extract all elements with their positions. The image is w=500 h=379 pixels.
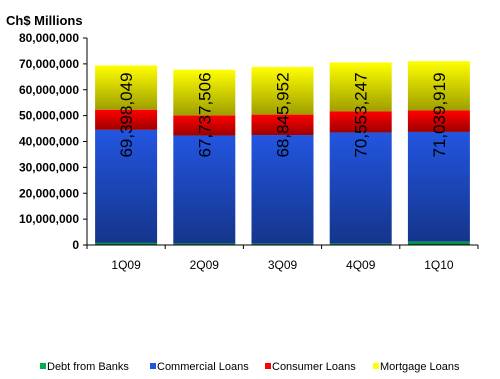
bar-segment-mortgage-loans: [173, 69, 236, 116]
bars: [95, 61, 470, 245]
x-tick-label: 1Q09: [111, 258, 141, 272]
bar-segment-commercial-loans: [407, 131, 470, 242]
bar-segment-commercial-loans: [95, 129, 158, 243]
y-tick-label: 60,000,000: [19, 83, 79, 97]
legend-label-debt-from-banks: Debt from Banks: [47, 361, 129, 373]
legend-swatch-debt-from-banks: [40, 363, 46, 369]
legend-swatch-mortgage-loans: [373, 363, 379, 369]
total-label: 71,039,919: [430, 72, 449, 157]
bar-segment-debt-from-banks: [251, 243, 314, 245]
bar-segment-consumer-loans: [95, 109, 158, 130]
bar-segment-debt-from-banks: [173, 243, 236, 245]
bar-segment-consumer-loans: [407, 110, 470, 132]
x-tick-label: 1Q10: [424, 258, 454, 272]
y-tick-label: 0: [72, 238, 79, 252]
total-label: 67,737,506: [195, 72, 214, 157]
y-tick-label: 50,000,000: [19, 109, 79, 123]
bar-segment-commercial-loans: [251, 135, 314, 244]
bar-segment-consumer-loans: [173, 115, 236, 136]
bar-segment-debt-from-banks: [407, 241, 470, 245]
y-tick-label: 30,000,000: [19, 160, 79, 174]
bar-segment-consumer-loans: [251, 114, 314, 136]
unit-label: Ch$ Millions: [6, 13, 83, 28]
legend-label-consumer-loans: Consumer Loans: [272, 361, 356, 373]
legend: Debt from Banks Commercial Loans Consumer …: [40, 361, 460, 373]
bar-segment-commercial-loans: [329, 132, 392, 244]
x-tick-label: 3Q09: [268, 258, 298, 272]
bar-segment-debt-from-banks: [329, 243, 392, 245]
bar-segment-consumer-loans: [329, 111, 392, 133]
bar-segment-mortgage-loans: [95, 65, 158, 110]
bar-segment-mortgage-loans: [407, 61, 470, 111]
bar-segment-mortgage-loans: [251, 66, 314, 115]
total-label: 69,398,049: [117, 72, 136, 157]
y-tick-label: 70,000,000: [19, 57, 79, 71]
legend-label-mortgage-loans: Mortgage Loans: [380, 361, 460, 373]
x-axis: 1Q09 2Q09 3Q09 4Q09 1Q10: [86, 244, 479, 272]
bar-segment-debt-from-banks: [95, 242, 158, 245]
y-axis: 0 10,000,000 20,000,000 30,000,000 40,000,00…: [19, 31, 88, 252]
bar-segment-commercial-loans: [173, 135, 236, 244]
y-tick-label: 80,000,000: [19, 31, 79, 45]
x-tick-label: 2Q09: [190, 258, 220, 272]
bar-segment-mortgage-loans: [329, 62, 392, 112]
legend-swatch-commercial-loans: [150, 363, 156, 369]
total-labels: 69,398,049 67,737,506 68,845,952 70,553,247…: [117, 72, 449, 157]
total-label: 68,845,952: [274, 72, 293, 157]
y-tick-label: 40,000,000: [19, 135, 79, 149]
total-label: 70,553,247: [352, 72, 371, 157]
y-tick-label: 20,000,000: [19, 186, 79, 200]
y-tick-label: 10,000,000: [19, 212, 79, 226]
legend-label-commercial-loans: Commercial Loans: [157, 361, 249, 373]
legend-swatch-consumer-loans: [265, 363, 271, 369]
x-tick-label: 4Q09: [346, 258, 376, 272]
